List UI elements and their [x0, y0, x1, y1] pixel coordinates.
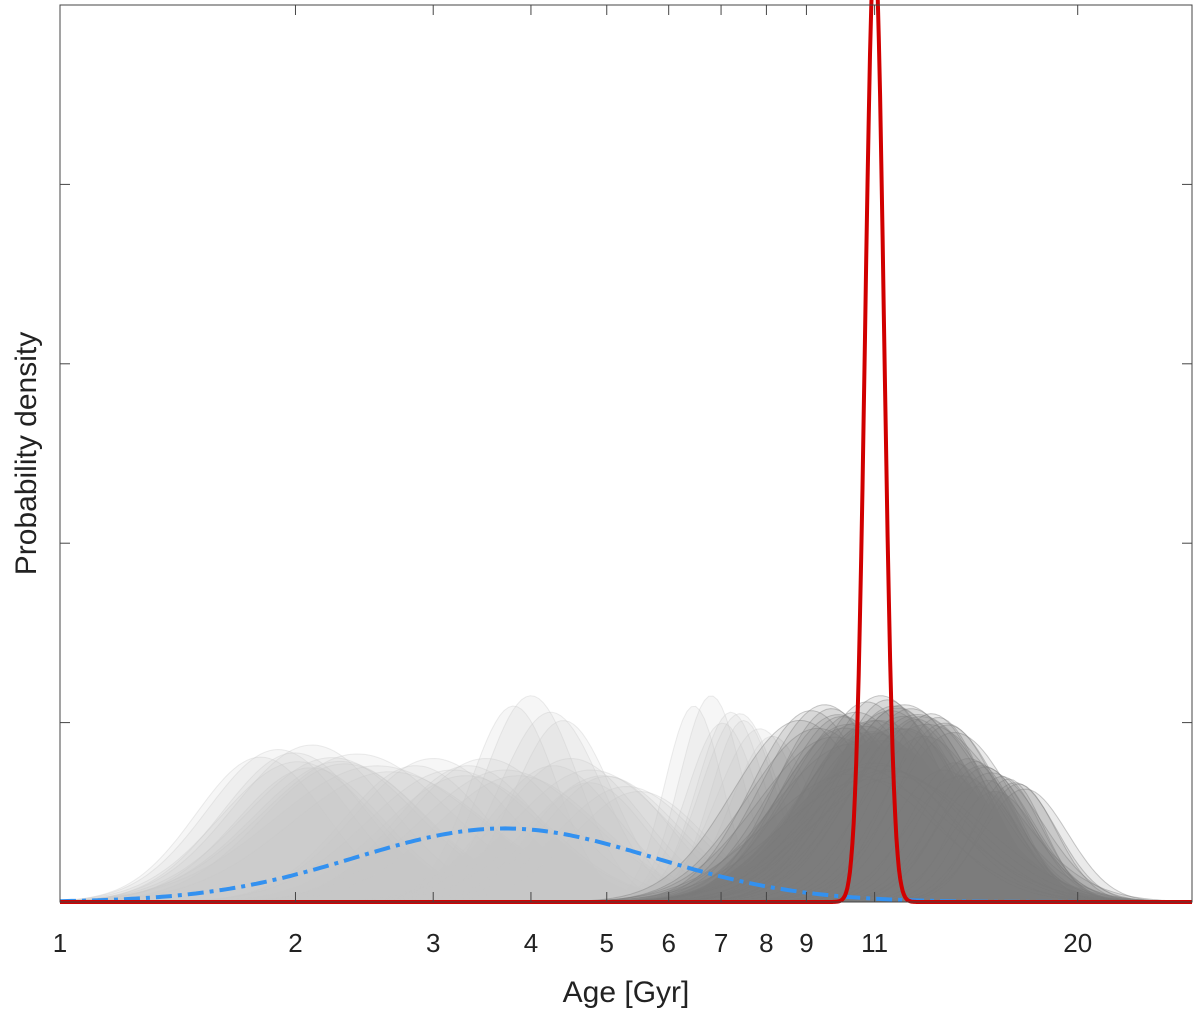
- x-tick-label: 3: [426, 928, 440, 958]
- x-tick-labels: 1 2 3 4 5 6 7 8 9 11 20: [53, 928, 1092, 958]
- x-tick-label: 4: [524, 928, 538, 958]
- y-axis-title: Probability density: [10, 332, 43, 575]
- x-tick-label: 11: [861, 928, 888, 958]
- plot-frame: [59, 4, 1193, 903]
- highlight-curves: [59, 0, 1192, 904]
- x-tick-label: 2: [288, 928, 302, 958]
- axis-ticks: [60, 4, 1192, 902]
- x-axis-title: Age [Gyr]: [563, 976, 690, 1009]
- x-tick-label: 9: [799, 928, 813, 958]
- blue-dash-dot-curve: [59, 826, 1192, 904]
- x-tick-label: 20: [1063, 928, 1092, 958]
- x-tick-label: 1: [53, 928, 67, 958]
- x-tick-label: 7: [714, 928, 728, 958]
- x-tick-label: 6: [661, 928, 675, 958]
- x-tick-label: 5: [600, 928, 614, 958]
- red-curve: [60, 0, 1192, 904]
- x-tick-label: 8: [759, 928, 773, 958]
